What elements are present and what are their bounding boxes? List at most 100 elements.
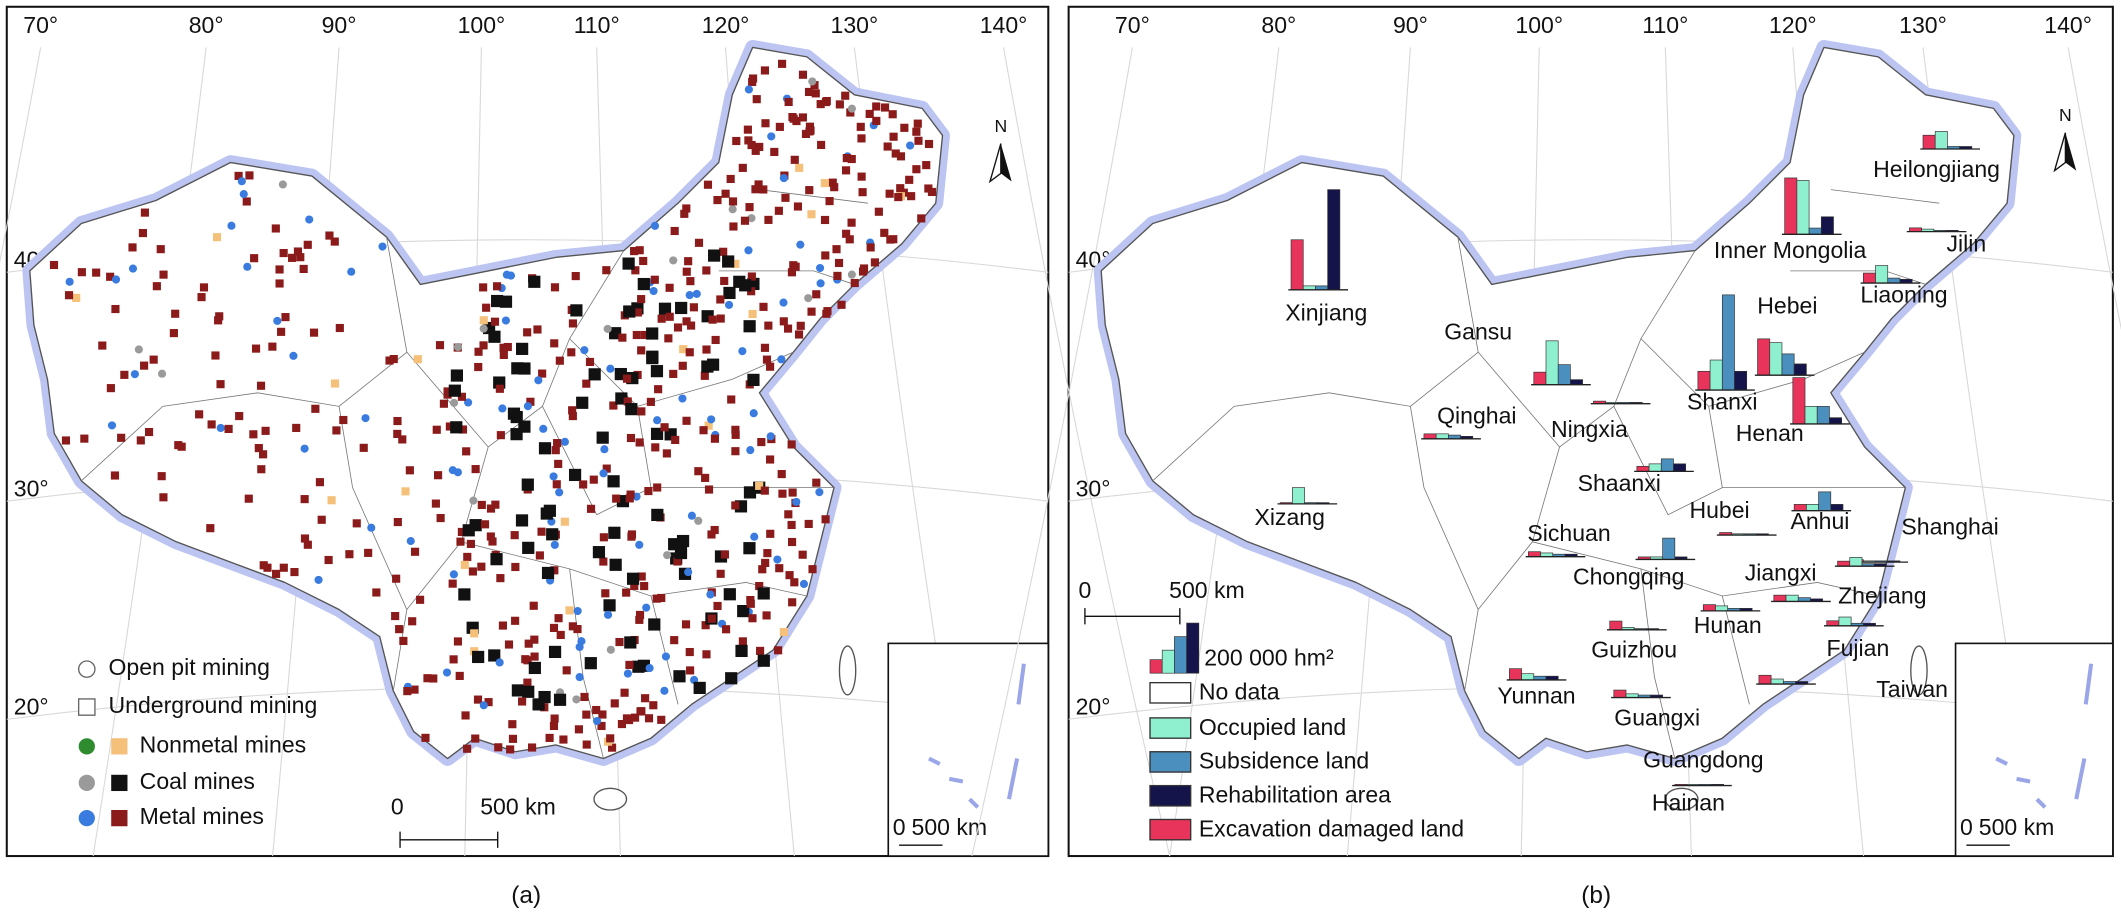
mine-site xyxy=(777,355,786,364)
mine-site xyxy=(524,639,533,648)
mine-site xyxy=(804,294,813,303)
mine-site xyxy=(599,557,608,566)
bar xyxy=(1793,363,1807,376)
mine-site xyxy=(539,424,548,433)
longitude-label: 120° xyxy=(1769,12,1817,38)
bar xyxy=(1757,338,1771,376)
mine-site xyxy=(729,222,738,231)
mine-site xyxy=(719,247,728,256)
mine-site xyxy=(699,426,708,435)
mine-site xyxy=(623,669,632,678)
mine-site xyxy=(413,355,422,364)
mine-site xyxy=(731,259,740,268)
mine-site xyxy=(449,570,458,579)
mine-site xyxy=(810,81,819,90)
mine-site xyxy=(744,85,753,94)
mine-site xyxy=(914,136,923,145)
province-label: Chongqing xyxy=(1573,563,1684,589)
north-label: N xyxy=(994,116,1007,136)
mine-site xyxy=(401,487,410,496)
mine-site xyxy=(763,549,772,558)
taiwan xyxy=(838,645,857,696)
mine-site xyxy=(511,562,520,572)
mine-site xyxy=(922,161,931,170)
mine-site xyxy=(622,374,632,383)
inset-scale-label: 500 km xyxy=(912,814,988,840)
mine-site xyxy=(731,425,740,434)
mine-site xyxy=(906,141,915,150)
mine-site xyxy=(144,427,154,437)
legend-symbol xyxy=(77,698,96,716)
mine-site xyxy=(416,595,425,604)
legend-swatch xyxy=(1149,717,1192,739)
mine-site xyxy=(603,610,613,619)
mine-site xyxy=(744,136,753,145)
mine-site xyxy=(488,537,497,546)
province-border xyxy=(1409,406,1479,610)
overlay: Open pit mining Underground mining Nonme… xyxy=(77,577,1611,909)
province-label: Inner Mongolia xyxy=(1714,237,1867,263)
mine-site xyxy=(766,455,775,464)
mine-site xyxy=(272,569,281,578)
mine-site xyxy=(801,129,811,139)
province-label: Guangxi xyxy=(1614,704,1700,730)
mine-site xyxy=(494,743,503,752)
mine-site xyxy=(694,516,703,525)
longitude-label: 140° xyxy=(980,12,1028,38)
mine-site xyxy=(549,721,559,731)
province-label: Anhui xyxy=(1790,508,1849,534)
legend-symbol xyxy=(77,660,96,678)
mine-site xyxy=(474,362,483,372)
mine-site xyxy=(471,465,480,474)
mine-site xyxy=(490,317,500,326)
mine-site xyxy=(626,433,636,443)
mine-site xyxy=(568,412,577,421)
legend-symbol xyxy=(78,774,95,792)
mine-site xyxy=(305,215,314,224)
mine-site xyxy=(707,415,716,424)
mine-site xyxy=(760,66,769,75)
mine-site xyxy=(792,497,801,506)
mine-site xyxy=(309,328,319,337)
mine-site xyxy=(431,499,440,508)
bar xyxy=(1570,379,1583,386)
mine-site xyxy=(244,494,253,503)
mine-site xyxy=(486,532,495,541)
bar xyxy=(1721,294,1735,391)
mine-site xyxy=(545,733,554,742)
mine-site xyxy=(727,395,736,404)
panel-a: 70° 80° 90° 100° 110° 120° 130° 140°40°30°20°0 5… xyxy=(0,12,1171,857)
bar xyxy=(1784,177,1798,235)
mine-site xyxy=(293,247,303,256)
mine-site xyxy=(510,428,523,441)
mine-site xyxy=(462,447,471,456)
mine-site xyxy=(140,208,149,217)
province-border xyxy=(1721,595,1750,705)
province-border xyxy=(1464,446,1560,691)
mine-site xyxy=(653,416,662,425)
mine-site xyxy=(651,443,660,452)
mine-site xyxy=(554,459,563,468)
mine-site xyxy=(159,493,168,502)
mine-site xyxy=(138,228,147,238)
mine-site xyxy=(568,468,582,482)
mine-site xyxy=(406,536,415,546)
mine-site xyxy=(692,289,701,298)
mine-site xyxy=(880,228,889,237)
mine-site xyxy=(894,193,903,202)
mine-site xyxy=(673,557,682,566)
mine-site xyxy=(759,302,768,311)
mine-site xyxy=(728,197,738,206)
mine-site xyxy=(623,397,632,406)
mine-site xyxy=(760,343,770,352)
mine-site xyxy=(812,478,821,487)
mine-site xyxy=(775,564,784,573)
mine-site xyxy=(602,266,611,275)
longitude-label: 110° xyxy=(1642,12,1688,38)
mine-site xyxy=(288,253,297,262)
mine-site xyxy=(582,379,591,388)
mine-site xyxy=(136,436,145,445)
mine-site xyxy=(905,175,914,184)
mine-site xyxy=(275,279,284,288)
mine-site xyxy=(787,537,797,547)
